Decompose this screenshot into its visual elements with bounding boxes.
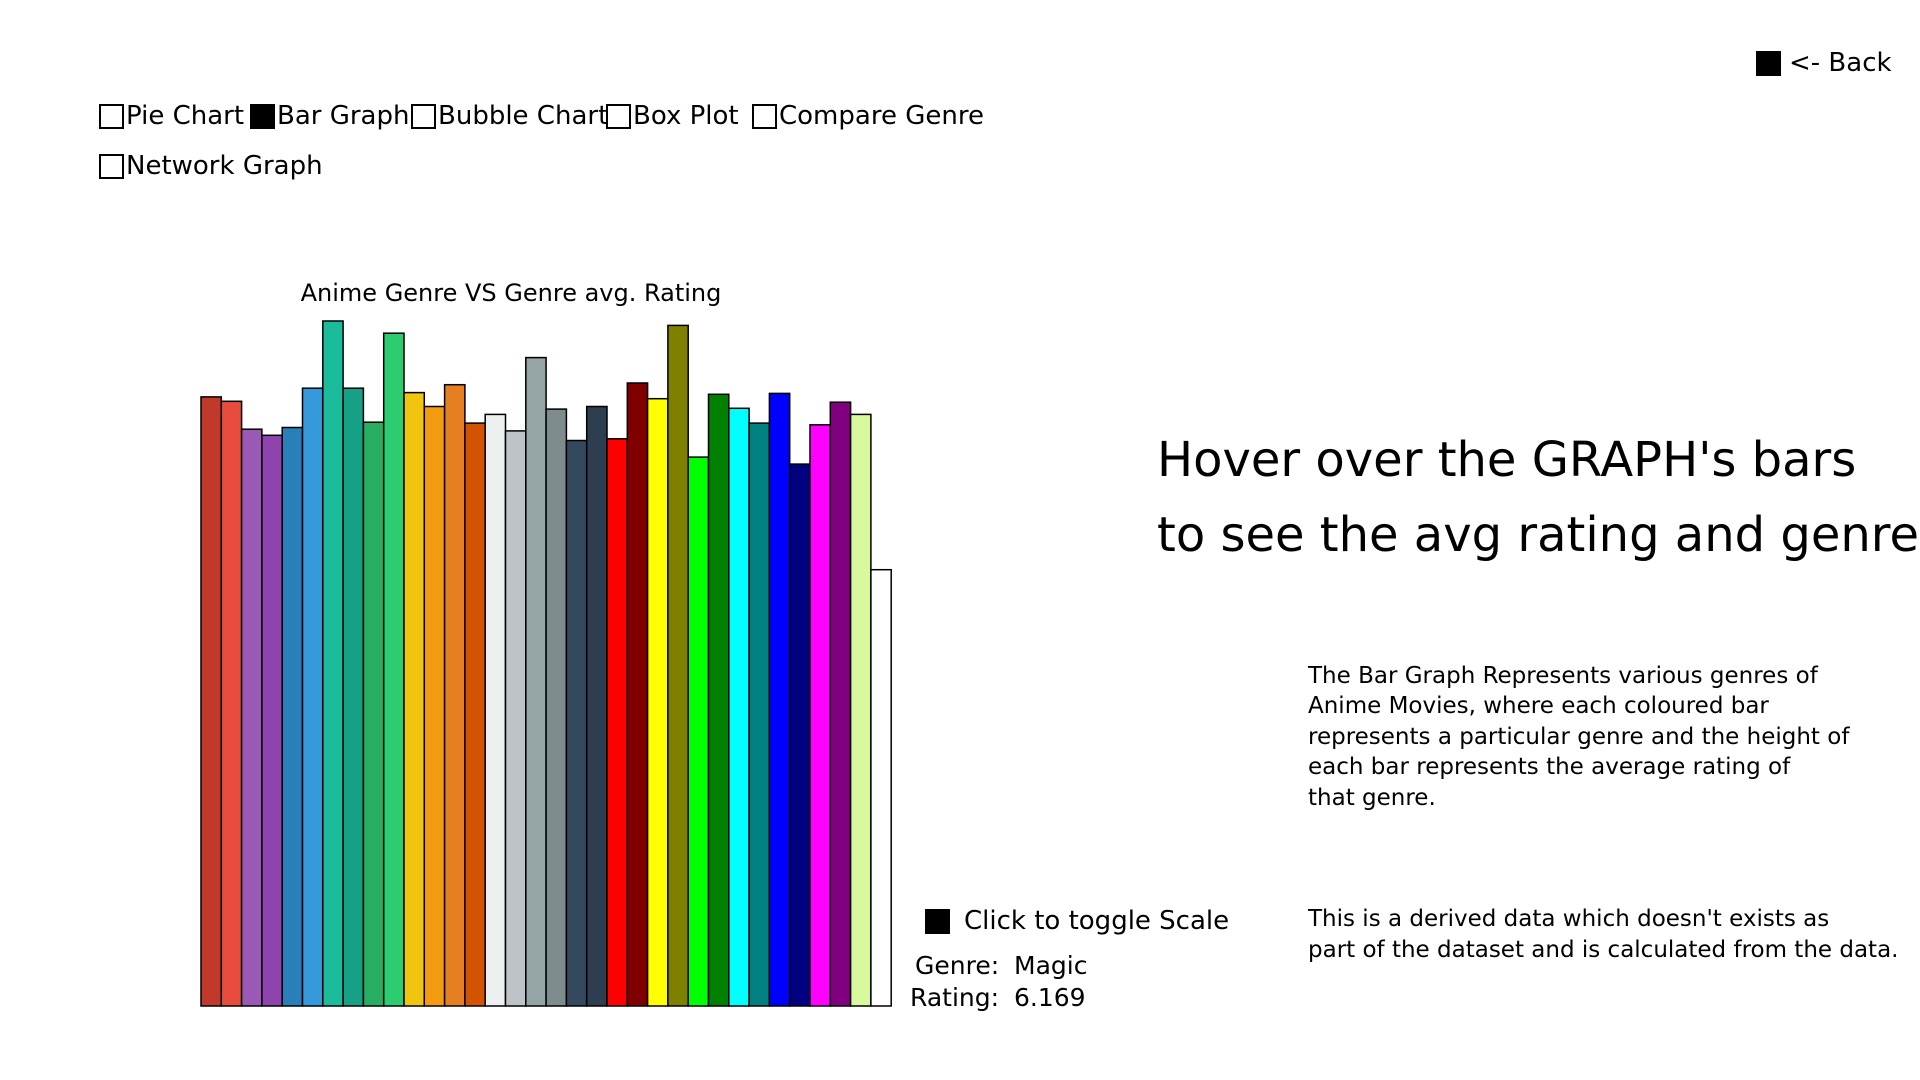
bar[interactable] (606, 438, 629, 1007)
option-label: Pie Chart (126, 101, 245, 131)
back-label: <- Back (1789, 48, 1892, 78)
bar[interactable] (565, 439, 588, 1007)
bar[interactable] (301, 387, 324, 1007)
toggle-scale-control[interactable]: Click to toggle Scale (925, 906, 1229, 936)
bar[interactable] (423, 405, 446, 1007)
checkbox-pie-chart[interactable] (99, 103, 124, 129)
bar[interactable] (768, 392, 791, 1007)
bar[interactable] (443, 383, 466, 1007)
bar[interactable] (687, 456, 710, 1007)
bar[interactable] (707, 393, 730, 1007)
toggle-scale-checkbox[interactable] (925, 908, 950, 934)
hover-hint: Hover over the GRAPH's bars to see the a… (1157, 423, 1919, 573)
bar[interactable] (362, 421, 385, 1007)
bar[interactable] (220, 400, 243, 1007)
bar[interactable] (728, 407, 750, 1007)
chart-description: The Bar Graph Represents various genres … (1308, 630, 1920, 996)
bar[interactable] (240, 428, 263, 1007)
back-button[interactable]: <- Back (1756, 50, 1892, 76)
bar[interactable] (504, 430, 527, 1007)
option-box-plot[interactable]: Box Plot (606, 103, 739, 129)
genre-label: Genre: (915, 951, 1000, 980)
bar[interactable] (545, 408, 568, 1007)
bar[interactable] (748, 422, 771, 1007)
bar[interactable] (626, 382, 649, 1007)
bar[interactable] (200, 396, 223, 1007)
option-pie-chart[interactable]: Pie Chart (99, 103, 244, 129)
option-label: Bar Graph (277, 101, 410, 131)
option-label: Network Graph (126, 151, 323, 181)
bar[interactable] (646, 397, 669, 1007)
hover-hint-line2: to see the avg rating and genre (1157, 507, 1919, 563)
option-bubble-chart[interactable]: Bubble Chart (411, 103, 608, 129)
rating-value: 6.169 (1014, 983, 1086, 1012)
bar[interactable] (788, 463, 811, 1007)
option-label: Box Plot (633, 101, 739, 131)
option-label: Compare Genre (779, 101, 984, 131)
chart-title: Anime Genre VS Genre avg. Rating (301, 279, 722, 307)
bar[interactable] (585, 405, 608, 1007)
back-checkbox[interactable] (1756, 50, 1781, 76)
bar[interactable] (382, 332, 405, 1007)
genre-value: Magic (1014, 951, 1088, 980)
checkbox-compare-genre[interactable] (752, 103, 777, 129)
option-label: Bubble Chart (438, 101, 609, 131)
bar[interactable] (342, 387, 365, 1007)
description-paragraph-2: This is a derived data which doesn't exi… (1308, 906, 1899, 963)
toggle-scale-label: Click to toggle Scale (964, 906, 1230, 936)
checkbox-bar-graph[interactable] (250, 103, 275, 129)
bar[interactable] (667, 324, 689, 1007)
option-compare-genre[interactable]: Compare Genre (752, 103, 984, 129)
bar[interactable] (829, 401, 852, 1007)
rating-label: Rating: (910, 983, 1000, 1012)
bar[interactable] (261, 434, 283, 1007)
checkbox-network-graph[interactable] (99, 153, 124, 179)
description-paragraph-1: The Bar Graph Represents various genres … (1308, 662, 1850, 811)
checkbox-box-plot[interactable] (606, 103, 631, 129)
bars-group (200, 320, 892, 1007)
bar[interactable] (464, 422, 486, 1007)
bar[interactable] (281, 426, 304, 1007)
hover-hint-line1: Hover over the GRAPH's bars (1157, 432, 1857, 488)
bar[interactable] (870, 568, 892, 1007)
bar[interactable] (809, 424, 832, 1007)
checkbox-bubble-chart[interactable] (411, 103, 436, 129)
option-bar-graph[interactable]: Bar Graph (250, 103, 409, 129)
bar[interactable] (525, 356, 547, 1007)
option-network-graph[interactable]: Network Graph (99, 153, 323, 179)
bar[interactable] (322, 320, 344, 1007)
bar[interactable] (849, 413, 872, 1007)
bar[interactable] (484, 413, 507, 1007)
bar[interactable] (403, 391, 426, 1007)
